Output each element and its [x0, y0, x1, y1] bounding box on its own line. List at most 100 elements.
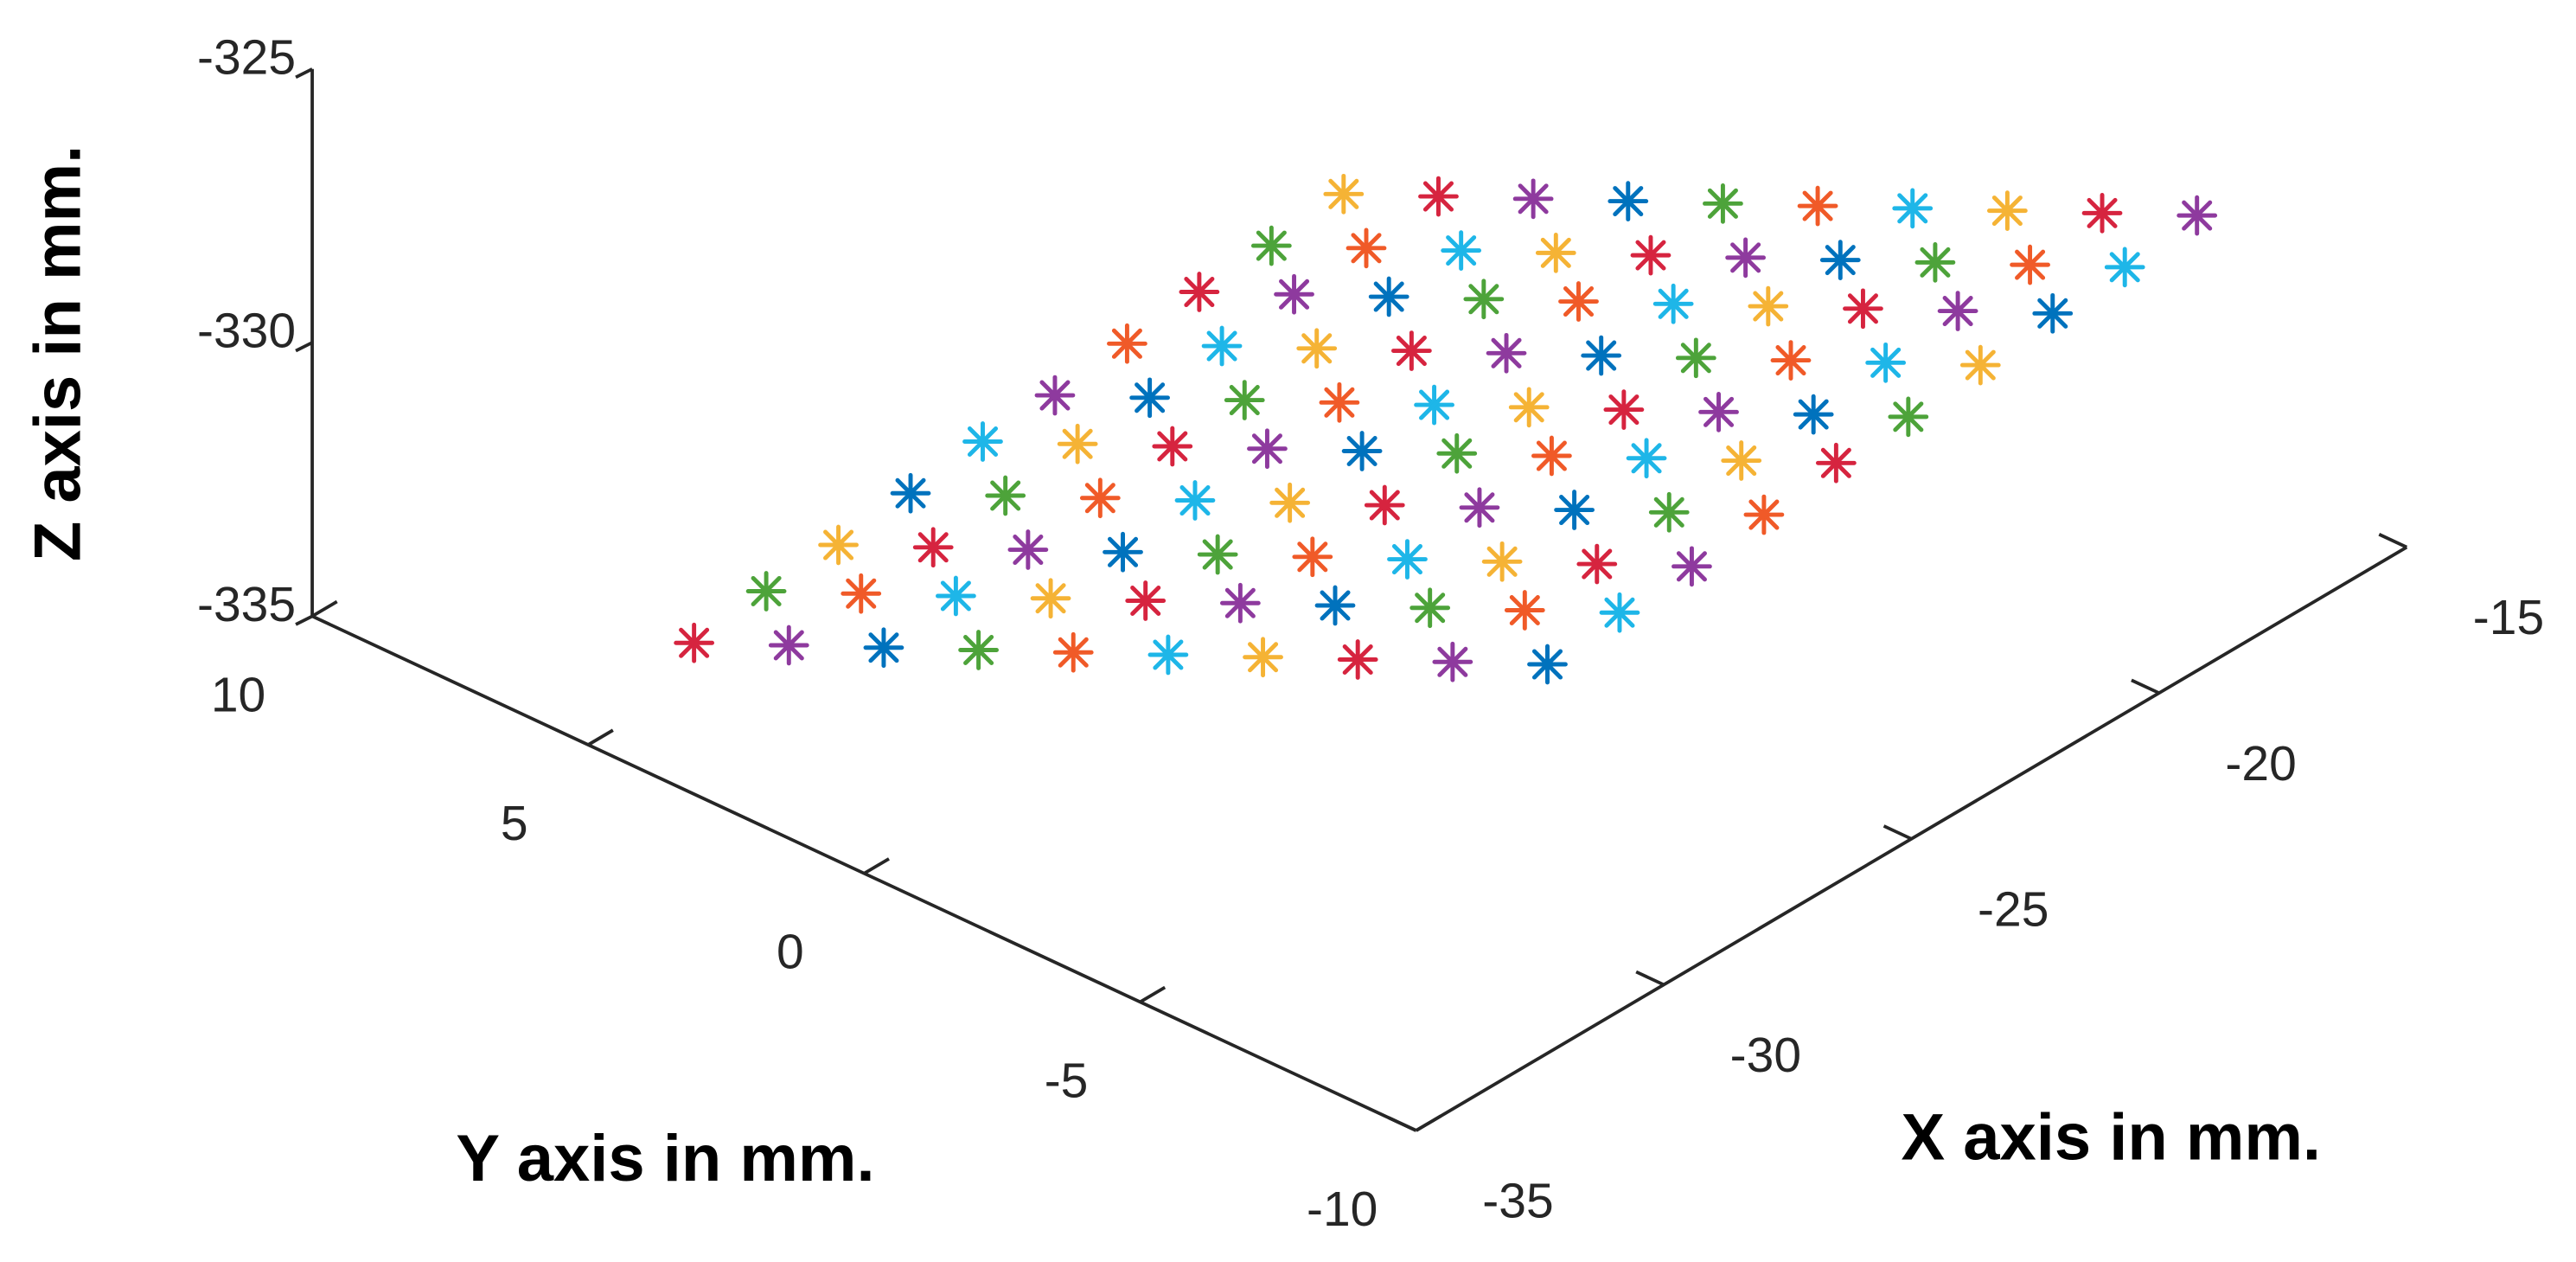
data-point — [1535, 232, 1576, 273]
data-point — [1959, 344, 2001, 386]
x-tick-label: -35 — [1482, 1174, 1553, 1229]
data-point — [1630, 234, 1672, 276]
z-tick-label: -335 — [197, 577, 296, 632]
z-tick — [295, 67, 313, 79]
x-tick-label: -20 — [2225, 736, 2296, 791]
marker-stroke — [2182, 200, 2213, 231]
y-tick-label: 5 — [501, 796, 528, 851]
data-point — [1174, 480, 1216, 521]
marker-stroke — [1531, 649, 1563, 680]
marker-stroke — [1415, 593, 1446, 624]
marker-stroke — [1373, 281, 1404, 312]
marker-stroke — [1279, 279, 1310, 310]
data-point — [1314, 585, 1356, 626]
marker-stroke — [823, 529, 854, 561]
data-point — [1409, 587, 1451, 629]
marker-stroke — [1897, 193, 1928, 224]
marker-stroke — [1224, 587, 1256, 618]
marker-stroke — [1513, 392, 1544, 423]
data-point — [1224, 380, 1265, 420]
data-point — [1937, 291, 1978, 331]
marker-stroke — [1328, 178, 1359, 209]
marker-stroke — [1486, 546, 1518, 577]
marker-stroke — [1324, 387, 1355, 418]
x-tick-label: -30 — [1730, 1028, 1801, 1083]
data-point — [1007, 529, 1049, 570]
marker-stroke — [1586, 340, 1617, 371]
data-point — [1508, 387, 1550, 428]
marker-stroke — [1613, 186, 1644, 217]
data-point — [1125, 580, 1167, 621]
marker-stroke — [1680, 343, 1711, 374]
marker-stroke — [1825, 245, 1856, 276]
y-tick-label: -10 — [1307, 1182, 1377, 1237]
data-point — [1034, 375, 1076, 416]
data-point — [1743, 494, 1785, 535]
marker-stroke — [1346, 436, 1377, 467]
data-point — [1274, 273, 1314, 315]
marker-stroke — [679, 627, 710, 658]
marker-stroke — [868, 632, 899, 663]
data-point — [1391, 330, 1432, 371]
data-point — [2081, 192, 2123, 234]
data-point — [890, 472, 931, 514]
marker-stroke — [1111, 328, 1142, 359]
data-point — [1057, 423, 1098, 464]
data-point — [1892, 188, 1934, 229]
data-point — [1323, 173, 1365, 215]
marker-stroke — [1202, 539, 1233, 570]
data-point — [958, 630, 999, 670]
x-axis-label: X axis in mm. — [1901, 1100, 2321, 1174]
data-point — [962, 421, 1003, 462]
data-point — [1558, 281, 1599, 322]
data-point — [1603, 389, 1645, 430]
z-tick-label: -330 — [197, 304, 296, 359]
data-point — [1459, 487, 1500, 529]
data-point — [1441, 230, 1482, 271]
data-point — [912, 527, 954, 568]
marker-stroke — [2037, 298, 2068, 329]
marker-stroke — [751, 575, 782, 606]
data-point — [1414, 384, 1454, 426]
z-tick — [295, 341, 313, 353]
data-point — [1197, 534, 1238, 575]
marker-stroke — [1062, 428, 1093, 459]
marker-stroke — [1229, 385, 1260, 416]
data-point — [1888, 396, 1929, 438]
data-point — [1843, 288, 1883, 330]
data-point — [985, 475, 1026, 516]
data-point — [1793, 394, 1834, 435]
data-point — [1725, 237, 1766, 279]
marker-stroke — [1437, 646, 1468, 677]
y-tick — [311, 599, 338, 618]
data-point — [2032, 292, 2074, 334]
data-point — [1152, 426, 1193, 467]
marker-stroke — [1707, 188, 1738, 219]
y-tick-label: -5 — [1045, 1053, 1089, 1108]
marker-stroke — [1184, 277, 1215, 308]
data-point — [745, 571, 787, 612]
marker-stroke — [1920, 247, 1951, 278]
marker-stroke — [1604, 597, 1635, 628]
marker-stroke — [1582, 548, 1613, 580]
marker-stroke — [2087, 197, 2118, 228]
marker-stroke — [1013, 535, 1044, 566]
marker-stroke — [773, 630, 804, 661]
marker-stroke — [2109, 252, 2140, 283]
data-point — [1698, 391, 1739, 432]
x-tick — [2131, 678, 2160, 695]
data-point — [1721, 440, 1762, 481]
data-point — [1554, 490, 1595, 530]
data-point — [1504, 590, 1545, 631]
marker-stroke — [1536, 440, 1567, 471]
data-point — [1247, 428, 1288, 470]
marker-stroke — [1559, 495, 1590, 526]
data-point — [1672, 546, 1712, 587]
marker-stroke — [1802, 190, 1833, 221]
data-point — [1147, 634, 1189, 676]
data-point — [1797, 185, 1838, 227]
marker-stroke — [1320, 590, 1351, 621]
data-point — [1816, 442, 1857, 484]
marker-stroke — [2015, 249, 2046, 280]
